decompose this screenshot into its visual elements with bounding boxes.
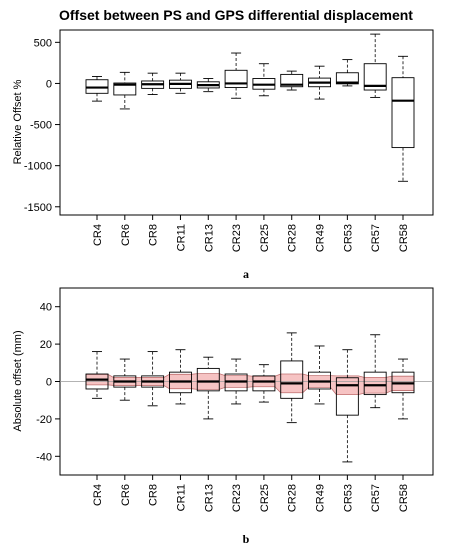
y-tick-label: -500 [30,120,52,132]
panel-b-x-axis: CR4 CR6 CR8 CR11 CR13 CR23 CR25 CR28 CR49 CR53 CR5… [92,475,410,512]
panel-a-y-axis: 500 0 -500 -1000 -1500 [24,37,60,214]
box-cr8 [141,351,165,407]
y-tick-label: 0 [46,78,52,90]
box-cr8 [141,72,165,95]
y-tick-label: 40 [40,302,52,314]
box-cr25 [252,364,276,403]
box-cr57 [363,334,387,409]
panel-b-band [60,373,433,395]
box-cr49 [308,65,331,100]
y-tick-label: -20 [36,414,52,426]
y-tick-label: -1500 [24,202,52,214]
x-tick-label: CR4 [92,224,104,246]
box-cr57 [363,33,387,98]
panel-a-boxes [85,33,415,182]
box-cr11 [169,72,192,94]
x-tick-label: CR23 [231,224,243,252]
box-cr13 [196,78,220,93]
box-cr13 [196,356,220,420]
x-tick-label: CR13 [203,484,215,512]
panel-b-boxes [85,332,415,463]
x-tick-label: CR49 [315,224,327,252]
box-body [85,373,109,390]
y-tick-label: 0 [46,377,52,389]
box-cr23 [224,52,248,99]
band-shape [85,373,415,395]
x-tick-label: CR57 [370,224,382,252]
x-tick-label: CR8 [148,224,160,246]
box-body [363,371,387,396]
box-cr53 [335,349,359,463]
y-tick-label: -40 [36,451,52,463]
box-cr58 [391,55,415,182]
box-cr6 [113,358,137,401]
x-tick-label: CR25 [259,484,271,512]
x-tick-label: CR4 [92,484,104,506]
x-tick-label: CR53 [342,484,354,512]
panel-b: 40 20 0 -20 -40 CR4 CR6 CR8 CR11 CR13 CR23 CR25 CR2… [12,287,434,546]
panel-a-frame [59,29,434,216]
box-body [196,367,220,392]
box-cr53 [335,59,359,87]
box-body [113,82,137,96]
x-tick-label: CR6 [120,224,132,246]
chart-title: Offset between PS and GPS differential d… [59,7,413,23]
box-cr11 [169,349,192,405]
panel-a-y-label: Relative Offset % [12,79,24,164]
box-cr58 [391,358,415,420]
panel-a: 500 0 -500 -1000 -1500 CR4 CR6 CR8 CR11 CR13 CR23… [12,29,434,281]
box-cr23 [224,358,248,405]
x-tick-label: CR58 [398,224,410,252]
x-tick-label: CR28 [287,224,299,252]
box-cr6 [113,71,137,110]
x-tick-label: CR28 [287,484,299,512]
panel-b-label: b [243,532,250,546]
y-tick-label: 500 [34,37,52,49]
x-tick-label: CR13 [203,224,215,252]
y-tick-label: 20 [40,339,52,351]
box-body [363,63,387,91]
box-body [280,360,304,399]
box-cr49 [308,345,331,405]
x-tick-label: CR8 [148,484,160,506]
x-tick-label: CR58 [398,484,410,512]
x-tick-label: CR23 [231,484,243,512]
box-cr28 [280,70,304,91]
box-cr25 [252,63,276,97]
x-tick-label: CR11 [175,224,187,251]
box-body [335,377,359,416]
box-body [335,72,359,85]
box-body [252,375,276,392]
x-tick-label: CR6 [120,484,132,506]
panel-a-label: a [243,267,249,281]
x-tick-label: CR11 [175,484,187,511]
y-tick-label: -1000 [24,161,52,173]
box-cr4 [85,76,109,102]
x-tick-label: CR57 [370,484,382,512]
box-body [391,77,415,149]
box-cr4 [85,351,109,399]
x-tick-label: CR25 [259,224,271,252]
x-tick-label: CR49 [315,484,327,512]
box-cr28 [280,332,304,424]
panel-b-y-label: Absolute offset (mm) [12,330,24,431]
box-body [224,69,248,89]
x-tick-label: CR53 [342,224,354,252]
panel-a-x-axis: CR4 CR6 CR8 CR11 CR13 CR23 CR25 CR28 CR49 CR53 CR5… [92,215,410,252]
panel-b-y-axis: 40 20 0 -20 -40 [36,302,60,463]
